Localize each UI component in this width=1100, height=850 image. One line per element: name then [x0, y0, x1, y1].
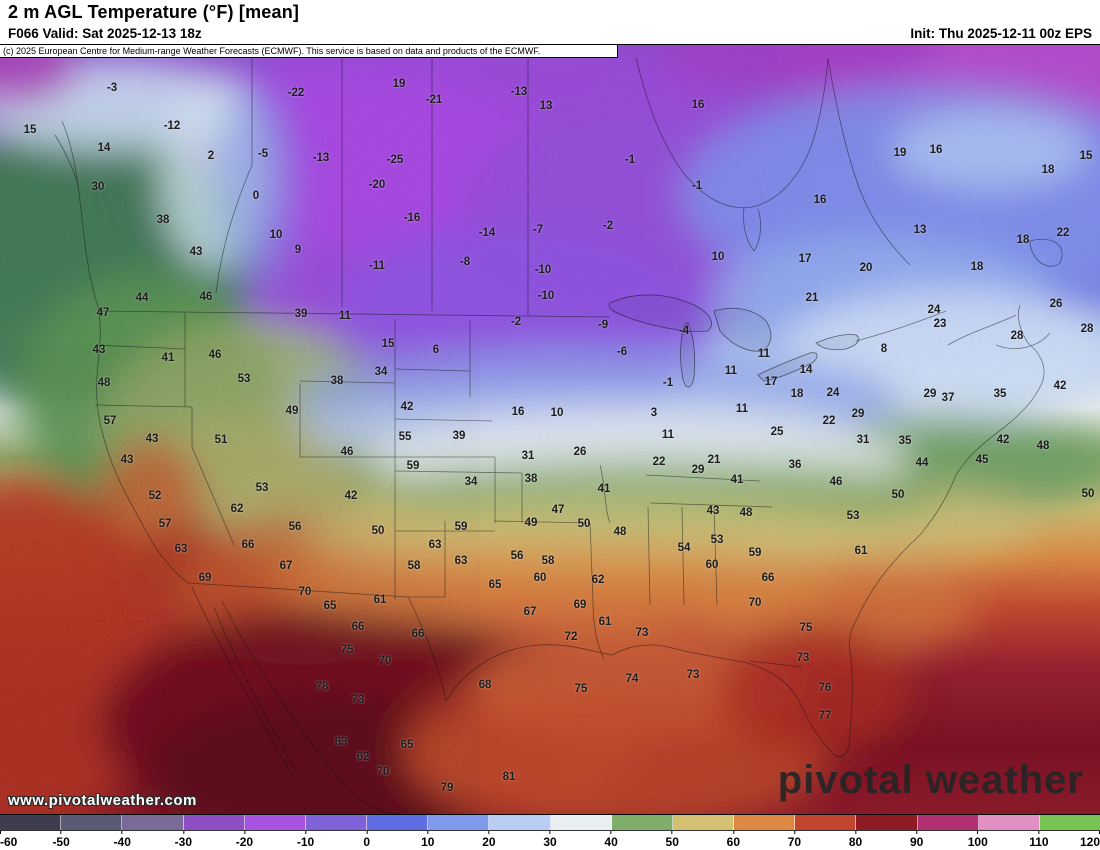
watermark: www.pivotalweather.com [8, 792, 197, 809]
colorbar-tick: 10 [421, 831, 434, 849]
colorbar-tick: 0 [363, 831, 370, 849]
colorbar-tick: 100 [968, 831, 988, 849]
copyright-note: (c) 2025 European Centre for Medium-rang… [0, 44, 618, 58]
colorbar-segment [183, 815, 245, 830]
colorbar-segment [0, 815, 62, 830]
colorbar-segment [734, 815, 796, 830]
great-lakes [608, 294, 860, 388]
colorbar-segment [978, 815, 1040, 830]
colorbar-segment [489, 815, 551, 830]
colorbar-segment [611, 815, 673, 830]
geography-borders [54, 57, 1063, 814]
colorbar-tick: 20 [482, 831, 496, 849]
colorbar-tick: 70 [788, 831, 801, 849]
init-time: Init: Thu 2025-12-11 00z EPS [910, 26, 1092, 41]
colorbar-tick: 90 [910, 831, 923, 849]
colorbar-tick: -40 [114, 831, 131, 849]
map-title: 2 m AGL Temperature (°F) [mean] [8, 2, 300, 22]
colorbar-tick: -50 [52, 831, 70, 849]
colorbar-gradient [0, 814, 1100, 831]
colorbar-tick: 120 [1080, 831, 1100, 849]
temperature-field [0, 45, 1100, 814]
colorbar-segment [795, 815, 857, 830]
colorbar-tick: 60 [727, 831, 740, 849]
colorbar-segment [305, 815, 368, 830]
colorbar-segment [550, 815, 612, 830]
colorbar-tick: 30 [543, 831, 557, 849]
colorbar-segment [1039, 815, 1100, 830]
colorbar-segment [61, 815, 123, 830]
colorbar-segment [244, 815, 306, 830]
colorbar-tick: -20 [236, 831, 253, 849]
colorbar-tick: 40 [604, 831, 618, 849]
colorbar-segment [672, 815, 735, 830]
colorbar-tick: -10 [297, 831, 314, 849]
colorbar: -60 -50 -40 -30 -20 -10 0 10 20 30 40 50 60 70 80 90 100… [0, 814, 1100, 850]
colorbar-tick: 50 [666, 831, 679, 849]
colorbar-segment [367, 815, 429, 830]
colorbar-segment [856, 815, 918, 830]
colorbar-tick: -30 [175, 831, 192, 849]
valid-time: F066 Valid: Sat 2025-12-13 18z [8, 26, 202, 41]
colorbar-segment [122, 815, 184, 830]
colorbar-segment [917, 815, 979, 830]
colorbar-tick: -60 [0, 831, 17, 849]
brand-logo: pivotal weather [777, 758, 1084, 802]
colorbar-tick: 80 [849, 831, 862, 849]
map-area[interactable] [0, 44, 1100, 814]
colorbar-ticks: -60 -50 -40 -30 -20 -10 0 10 20 30 40 50 60 70 80 90 100… [0, 831, 1100, 849]
colorbar-tick: 110 [1029, 831, 1049, 849]
colorbar-segment [428, 815, 490, 830]
